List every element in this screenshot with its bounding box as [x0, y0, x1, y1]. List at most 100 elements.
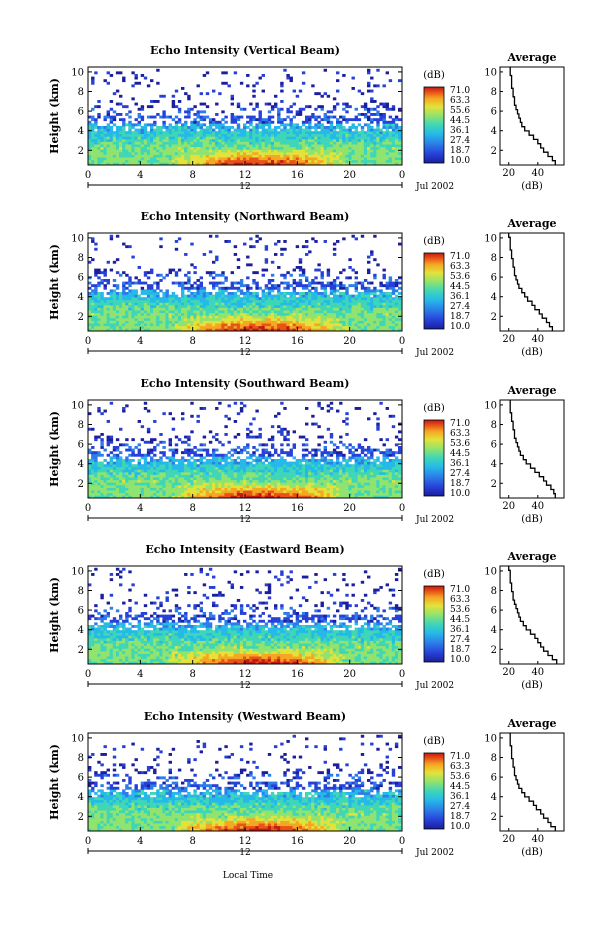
heatmap-cell	[345, 110, 349, 114]
heatmap-cell	[131, 490, 135, 494]
heatmap-cell	[215, 492, 219, 496]
heatmap-cell	[270, 474, 275, 478]
heatmap-cell	[301, 284, 306, 288]
heatmap-cell	[277, 152, 281, 155]
heatmap-cell	[354, 149, 358, 153]
heatmap-cell	[140, 118, 145, 122]
heatmap-cell	[202, 292, 207, 295]
heatmap-cell	[91, 485, 95, 488]
heatmap-cell	[252, 302, 256, 306]
heatmap-cell	[125, 479, 129, 483]
heatmap-cell	[184, 152, 188, 155]
heatmap-cell	[140, 302, 145, 306]
heatmap-cell	[165, 485, 169, 488]
heatmap-cell	[218, 294, 222, 298]
heatmap-cell	[221, 281, 225, 285]
heatmap-cell	[305, 292, 309, 295]
heatmap-cell	[323, 477, 327, 481]
heatmap-cell	[252, 495, 256, 499]
heatmap-cell	[339, 152, 343, 155]
heatmap-cell	[115, 294, 120, 298]
heatmap-cell	[131, 131, 135, 135]
heatmap-cell	[314, 286, 318, 290]
heatmap-cell	[230, 131, 234, 135]
heatmap-cell	[224, 159, 228, 163]
heatmap-cell	[314, 482, 318, 486]
heatmap-cell	[112, 284, 117, 288]
heatmap-cell	[208, 139, 213, 142]
heatmap-cell	[360, 328, 365, 332]
heatmap-cell	[305, 495, 309, 499]
heatmap-cell	[329, 299, 334, 303]
heatmap-cell	[131, 157, 135, 161]
heatmap-cell	[336, 325, 340, 329]
heatmap-cell	[134, 159, 138, 163]
heatmap-cell	[134, 128, 138, 132]
heatmap-cell	[252, 131, 256, 135]
heatmap-cell	[385, 325, 389, 329]
heatmap-cell	[326, 474, 331, 478]
heatmap-cell	[336, 318, 340, 321]
heatmap-cell	[168, 485, 172, 488]
colorbar-tick-label: 53.6	[450, 272, 470, 282]
heatmap-cell	[382, 477, 386, 481]
heatmap-cell	[212, 260, 216, 264]
heatmap-cell	[376, 68, 380, 72]
heatmap-cell	[261, 118, 265, 122]
heatmap-cell	[97, 162, 101, 166]
average-profile-line	[508, 233, 554, 331]
heatmap-cell	[212, 472, 216, 475]
heatmap-cell	[88, 149, 92, 153]
heatmap-cell	[379, 472, 383, 475]
heatmap-cell	[122, 495, 126, 499]
heatmap-cell	[320, 490, 324, 494]
heatmap-cell	[339, 120, 343, 124]
colorbar-tick-label: 18.7	[450, 146, 470, 156]
heatmap-cell	[233, 299, 238, 303]
heatmap-cell	[193, 126, 197, 129]
heatmap-cell	[106, 115, 110, 119]
heatmap-cell	[122, 152, 126, 155]
heatmap-cell	[246, 315, 250, 319]
heatmap-cell	[376, 487, 380, 491]
heatmap-cell	[317, 305, 321, 308]
heatmap-cell	[227, 144, 231, 148]
heatmap-cell	[373, 152, 377, 155]
heatmap-cell	[168, 302, 172, 306]
heatmap-cell	[370, 76, 374, 80]
heatmap-cell	[388, 281, 393, 285]
heatmap-cell	[354, 118, 358, 122]
heatmap-cell	[215, 323, 219, 327]
heatmap-cell	[382, 123, 386, 127]
heatmap-cell	[239, 299, 244, 303]
heatmap-cell	[308, 131, 312, 135]
heatmap-cell	[360, 474, 365, 478]
heatmap-cell	[277, 157, 281, 161]
heatmap-cell	[137, 320, 141, 324]
colorbar-tick-label: 44.5	[450, 116, 470, 126]
heatmap-cell	[329, 284, 334, 288]
heatmap-cell	[190, 120, 194, 124]
heatmap-cell	[227, 139, 231, 142]
heatmap-cell	[320, 312, 324, 316]
heatmap-cell	[227, 320, 231, 324]
heatmap-cell	[326, 479, 331, 483]
heatmap-cell	[239, 162, 244, 166]
panel-title: Echo Intensity (Southward Beam)	[141, 377, 350, 390]
heatmap-cell	[336, 133, 340, 137]
heatmap-cell	[258, 302, 262, 306]
heatmap-cell	[227, 495, 231, 499]
heatmap-cell	[91, 115, 95, 119]
heatmap-cell	[320, 144, 324, 148]
heatmap-cell	[385, 152, 389, 155]
heatmap-cell	[202, 325, 207, 329]
heatmap-cell	[292, 102, 296, 106]
heatmap-cell	[199, 490, 203, 494]
heatmap-cell	[280, 131, 284, 135]
heatmap-cell	[115, 258, 120, 262]
heatmap-cell	[91, 323, 95, 327]
heatmap-cell	[339, 162, 343, 166]
heatmap-cell	[128, 487, 132, 491]
heatmap-cell	[280, 120, 284, 124]
heatmap-cell	[97, 159, 101, 163]
